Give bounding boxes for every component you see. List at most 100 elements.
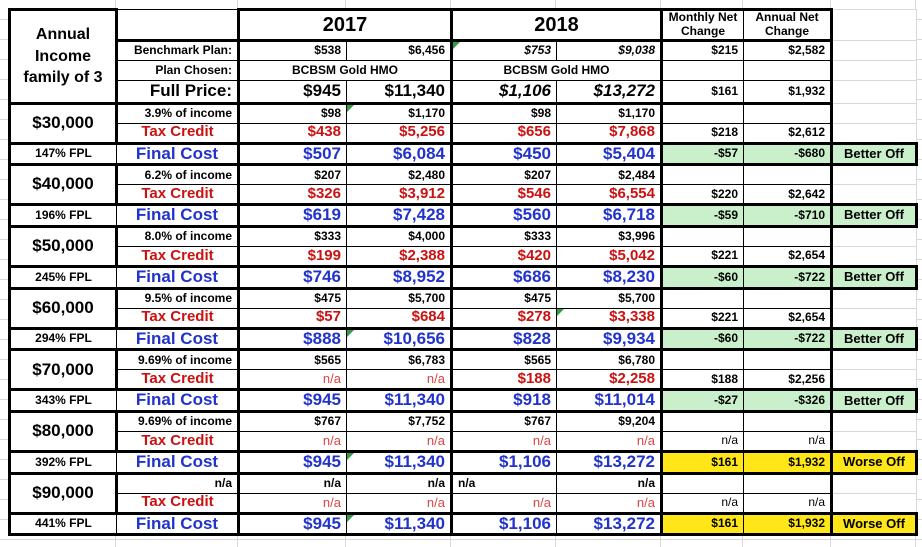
cell-annual-income[interactable]: $40,000 xyxy=(8,164,118,207)
cell-annual-net-change[interactable]: $2,612 xyxy=(743,122,833,145)
cell-annual-net-change[interactable]: $2,582 xyxy=(743,39,833,61)
cell-row-label[interactable]: Final Cost xyxy=(116,326,240,352)
cell-row-label[interactable]: Tax Credit xyxy=(116,369,240,392)
cell-2017-annual[interactable]: $7,428 xyxy=(346,203,453,228)
cell-2018-annual[interactable]: n/a xyxy=(556,431,663,454)
cell-monthly-net-change[interactable]: -$59 xyxy=(661,203,744,228)
cell-monthly-net-change[interactable] xyxy=(661,225,744,247)
cell-annual-net-change[interactable] xyxy=(743,287,833,309)
cell-2017-annual[interactable]: $6,084 xyxy=(346,141,453,167)
cell-monthly-net-change[interactable] xyxy=(661,349,744,371)
cell-monthly-net-change[interactable]: n/a xyxy=(661,431,744,454)
cell-2017-annual[interactable]: $11,340 xyxy=(346,388,453,414)
cell-2018-monthly[interactable]: $828 xyxy=(451,326,557,352)
cell-2018-annual[interactable]: $5,700 xyxy=(556,287,663,309)
cell-2018-monthly[interactable]: $188 xyxy=(451,369,557,392)
cell-2018-monthly[interactable]: $546 xyxy=(451,184,557,207)
cell-2017-annual[interactable]: $11,340 xyxy=(346,511,453,537)
verdict-badge[interactable]: Better Off xyxy=(830,326,918,352)
cell-monthly-net-change[interactable]: $161 xyxy=(661,79,744,105)
cell-row-label[interactable]: Tax Credit xyxy=(116,431,240,454)
cell-2017-monthly[interactable]: n/a xyxy=(238,492,347,515)
cell-annual-net-change[interactable]: $2,654 xyxy=(743,307,833,330)
cell-2017-annual[interactable]: n/a xyxy=(346,431,453,454)
cell-annual-net-change[interactable] xyxy=(743,59,833,81)
cell-2017-monthly[interactable]: $888 xyxy=(238,326,347,352)
cell-monthly-net-change[interactable] xyxy=(661,59,744,81)
cell-annual-net-change[interactable]: -$680 xyxy=(743,141,833,167)
cell-monthly-net-change[interactable]: $221 xyxy=(661,245,744,268)
cell-fpl[interactable]: 343% FPL xyxy=(8,388,117,414)
cell-row-label[interactable]: Plan Chosen: xyxy=(116,59,240,81)
cell-2018-annual[interactable]: $13,272 xyxy=(556,79,663,105)
cell-row-label[interactable]: Final Cost xyxy=(116,141,240,167)
cell-2018-monthly[interactable]: $207 xyxy=(451,164,557,186)
cell-monthly-net-change[interactable]: $220 xyxy=(661,184,744,207)
cell-2018-annual[interactable]: $9,204 xyxy=(556,411,663,433)
cell-2018-monthly[interactable]: $686 xyxy=(451,264,557,290)
cell-2018-annual[interactable]: $3,996 xyxy=(556,225,663,247)
cell-2017-monthly[interactable]: n/a xyxy=(238,431,347,454)
cell-2017-monthly[interactable]: $333 xyxy=(238,225,347,247)
cell-2017-annual[interactable]: $10,656 xyxy=(346,326,453,352)
cell-monthly-net-change[interactable]: $221 xyxy=(661,307,744,330)
cell-2018-monthly[interactable]: $565 xyxy=(451,349,557,371)
cell-2017-annual[interactable]: $2,388 xyxy=(346,245,453,268)
cell-2018-annual[interactable]: $9,934 xyxy=(556,326,663,352)
cell-annual-income[interactable]: $60,000 xyxy=(8,287,118,330)
cell-2017-monthly[interactable]: $207 xyxy=(238,164,347,186)
cell-2017-monthly[interactable]: $945 xyxy=(238,79,347,105)
cell-2017-monthly[interactable]: $945 xyxy=(238,511,347,537)
cell-monthly-net-change[interactable] xyxy=(661,164,744,186)
cell-monthly-net-change[interactable]: -$60 xyxy=(661,264,744,290)
cell-monthly-net-change[interactable]: $161 xyxy=(661,450,744,475)
cell-monthly-net-change[interactable]: -$57 xyxy=(661,141,744,167)
cell-2017-annual[interactable]: $3,912 xyxy=(346,184,453,207)
cell-2018-monthly[interactable]: n/a xyxy=(451,472,557,494)
cell-annual-net-change[interactable]: $1,932 xyxy=(743,450,833,475)
cell-2018-monthly[interactable]: n/a xyxy=(451,492,557,515)
cell-2018-annual[interactable]: $13,272 xyxy=(556,450,663,475)
cell-annual-net-change[interactable]: -$722 xyxy=(743,326,833,352)
cell-2017-monthly[interactable]: $746 xyxy=(238,264,347,290)
cell-row-label[interactable]: 9.69% of income xyxy=(116,349,240,371)
cell-fpl[interactable]: 392% FPL xyxy=(8,450,117,475)
cell-row-label[interactable]: Tax Credit xyxy=(116,184,240,207)
verdict-badge[interactable]: Better Off xyxy=(830,264,918,290)
cell-annual-net-change[interactable]: -$326 xyxy=(743,388,833,414)
cell-monthly-net-change[interactable]: $188 xyxy=(661,369,744,392)
cell-2018-annual[interactable]: $11,014 xyxy=(556,388,663,414)
cell-row-label[interactable]: Final Cost xyxy=(116,450,240,475)
cell-2017-monthly[interactable]: $475 xyxy=(238,287,347,309)
cell-annual-net-change[interactable]: $2,256 xyxy=(743,369,833,392)
cell-2018-annual[interactable]: $2,484 xyxy=(556,164,663,186)
cell-annual-net-change[interactable] xyxy=(743,225,833,247)
cell-monthly-net-change[interactable]: -$27 xyxy=(661,388,744,414)
cell-2018-annual[interactable]: $6,780 xyxy=(556,349,663,371)
cell-2017-monthly[interactable]: n/a xyxy=(238,369,347,392)
cell-2018-monthly[interactable]: $278 xyxy=(451,307,557,330)
cell-annual-income[interactable]: $70,000 xyxy=(8,349,118,392)
cell-2018-annual[interactable]: $6,554 xyxy=(556,184,663,207)
cell-monthly-net-change[interactable]: $215 xyxy=(661,39,744,61)
cell-annual-net-change[interactable] xyxy=(743,472,833,494)
cell-row-label[interactable]: Final Cost xyxy=(116,264,240,290)
cell-annual-net-change[interactable]: $1,932 xyxy=(743,79,833,105)
cell-2017-monthly[interactable]: $507 xyxy=(238,141,347,167)
cell-row-label[interactable]: n/a xyxy=(116,472,240,494)
cell-2018-monthly[interactable]: $1,106 xyxy=(451,511,557,537)
cell-2018-monthly[interactable]: $767 xyxy=(451,411,557,433)
verdict-badge[interactable]: Worse Off xyxy=(830,450,918,475)
cell-annual-net-change[interactable]: n/a xyxy=(743,492,833,515)
cell-2018-annual[interactable]: $8,230 xyxy=(556,264,663,290)
cell-2017-annual[interactable]: n/a xyxy=(346,472,453,494)
cell-fpl[interactable]: 245% FPL xyxy=(8,264,117,290)
cell-row-label[interactable]: Tax Credit xyxy=(116,307,240,330)
cell-2018-monthly[interactable]: $1,106 xyxy=(451,450,557,475)
cell-2018-monthly[interactable]: $753 xyxy=(451,39,557,61)
cell-annual-net-change[interactable]: $2,654 xyxy=(743,245,833,268)
cell-2018-annual[interactable]: $13,272 xyxy=(556,511,663,537)
cell-2017-monthly[interactable]: $565 xyxy=(238,349,347,371)
cell-2017-monthly[interactable]: $945 xyxy=(238,388,347,414)
cell-annual-net-change[interactable]: $2,642 xyxy=(743,184,833,207)
